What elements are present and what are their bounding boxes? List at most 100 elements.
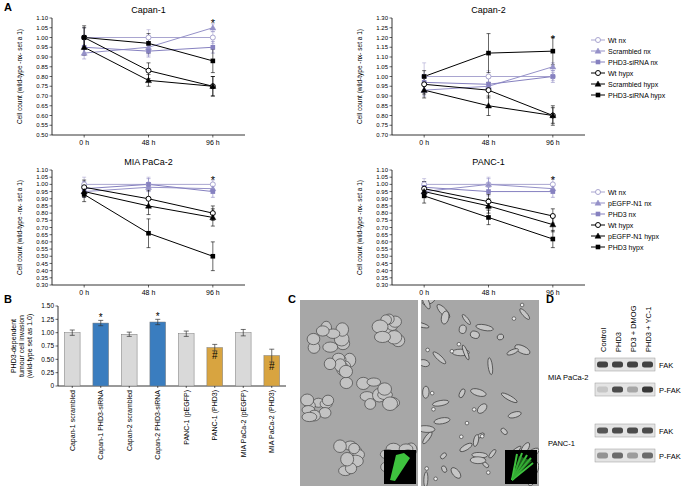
cell [488,448,497,459]
plot-area [81,177,216,270]
x-tick [488,135,489,138]
y-tick-label: 0.85 [376,203,388,209]
y-tick-label: 1.10 [376,54,388,60]
cell [316,326,329,336]
y-tick [390,18,393,19]
band-label: P-FAK [659,386,681,395]
legend-label: Scrambled hypx [608,81,659,89]
legend-label: PHD3 hypx [608,244,644,252]
y-tick-label: 0.70 [36,93,48,99]
data-point [421,87,427,92]
data-point [486,215,491,220]
micrograph [421,300,539,486]
panel-label: B [4,293,12,305]
y-tick [50,96,53,97]
y-tick-label: 0.90 [36,196,48,202]
x-tick-label: MIA PaCa-2 (pEGFP) [240,390,248,457]
cell [458,324,466,334]
y-tick-label: 1.00 [41,329,54,336]
x-tick-label: PANC-1 (PHD3) [211,390,219,440]
data-point [421,87,427,92]
x-tick [84,135,85,138]
x-tick [84,285,85,288]
cell [496,333,504,341]
legend-marker [595,81,601,86]
cell [421,300,432,310]
chart-title: Capan-2 [471,5,506,15]
y-tick-label: 1.20 [376,35,388,41]
blot-strip [595,383,655,396]
annotation: # [212,350,218,361]
legend-label: Scrambled nx [608,48,651,55]
data-point [211,59,216,64]
y-tick-label: 1.05 [376,174,388,180]
cell [472,434,479,447]
y-tick [390,270,393,271]
error-bar [211,77,215,97]
y-tick-label: 0.80 [36,74,48,80]
cell [500,427,509,436]
cell [487,357,493,375]
error-bar [422,75,426,95]
data-point [211,45,216,50]
cell [334,440,347,453]
data-point [210,214,216,219]
y-tick-label: 1.10 [36,167,48,173]
error-bar [422,186,426,198]
x-tick-label: MIA PaCa-2 (PHD3) [268,390,276,453]
y-tick [390,205,393,206]
band [642,362,653,368]
bar [150,322,166,386]
cell [459,435,463,439]
cell [383,397,398,411]
x-tick [129,386,130,388]
y-tick [390,115,393,116]
legend-label: PHD3-siRNA hypx [608,92,666,100]
legend-marker [596,212,601,217]
y-tick-label: 0 [50,382,54,389]
band [627,387,638,393]
blot-strip [595,449,655,462]
series-line [424,192,553,225]
y-tick-label: 0.70 [36,225,48,231]
y-tick [50,270,53,271]
data-point [210,84,215,89]
x-tick [271,386,272,388]
inset-fluorescence [390,453,410,481]
data-point [81,44,87,49]
error-bar [422,63,426,90]
y-axis-label: Cell count (wild-type -nx- set a 1) [356,180,364,275]
error-bar [487,96,491,116]
y-tick [50,241,53,242]
data-point [210,83,216,88]
y-tick [390,105,393,106]
series-line [84,194,213,256]
cell [341,452,354,466]
plot-area [421,177,556,247]
data-point [146,41,151,46]
y-tick [56,346,59,347]
legend-marker [595,200,601,205]
annotation: * [211,174,216,186]
cell [367,378,381,386]
band [597,428,608,434]
y-tick [390,249,393,250]
y-tick-label: 0.65 [376,232,388,238]
y-tick [390,47,393,48]
band [597,362,608,368]
x-tick [148,285,149,288]
legend-label: pEGFP-N1 hypx [608,233,659,241]
y-tick-label: 1.05 [376,64,388,70]
y-tick [390,86,393,87]
data-point [550,113,555,118]
y-tick-label: 1.25 [41,316,54,323]
data-point [146,231,151,236]
legend-label: Wt nx [608,189,626,196]
error-bar [127,332,132,336]
cell [424,472,429,486]
x-tick-label: Capan-2 scrambled [126,390,134,451]
error-bar [184,331,189,336]
error-bar [147,179,151,191]
y-tick-label: 0.95 [376,189,388,195]
data-point [146,77,152,82]
